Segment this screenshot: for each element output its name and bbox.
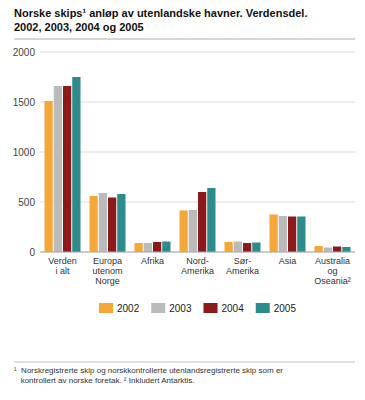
x-tick-label: Sør-Amerika [226,256,259,276]
bar [90,196,98,252]
bar [279,216,287,252]
title: Norske skips¹ anløp av utenlandske havne… [14,7,307,19]
bar [117,194,125,252]
bars [45,77,351,252]
bar [234,242,242,253]
bar [324,248,332,253]
bar [108,198,116,253]
x-tick-label: AustraliaogOseania² [314,256,351,286]
bar [225,242,233,252]
legend-label: 2005 [274,303,297,314]
separator [14,362,355,363]
y-tick-label: 1000 [13,147,36,158]
y-tick-label: 500 [18,197,35,208]
footnote: ¹ Norskregistrerte skip og norskkontroll… [14,366,283,385]
grid-line [40,202,355,203]
bar [180,211,188,253]
legend-swatch [204,303,218,313]
bar [315,246,323,252]
legend-swatch [256,303,270,313]
bar [144,243,152,252]
x-tick-label: Verdeni alt [48,256,77,276]
y-tick-label: 1500 [13,97,36,108]
x-tick-label: Asia [279,256,297,266]
grid-line [40,252,355,253]
x-tick-label: Nord-Amerika [181,256,214,276]
x-axis [40,252,355,253]
grid [40,52,355,252]
separator [14,39,355,40]
bar [207,188,215,252]
x-tick-label: EuropautenomNorge [92,256,122,286]
bar [162,242,170,253]
bar [63,86,71,252]
chart: Norske skips¹ anløp av utenlandske havne… [0,0,365,400]
y-tick-label: 2000 [13,47,36,58]
bar [54,86,62,252]
bar [45,101,53,252]
bar [297,217,305,253]
x-tick-label: Afrika [141,256,164,266]
bar [288,217,296,253]
bar [252,243,260,253]
legend-label: 2004 [222,303,245,314]
grid-line [40,152,355,153]
legend-swatch [151,303,165,313]
bar [72,77,80,252]
bar [135,243,143,252]
legend-label: 2003 [169,303,192,314]
bar [153,242,161,252]
bar [198,192,206,252]
bar [342,247,350,252]
grid-line [40,52,355,53]
bar [243,243,251,252]
grid-line [40,102,355,103]
bar [189,210,197,252]
bar [270,215,278,253]
subtitle: 2002, 2003, 2004 og 2005 [14,21,144,33]
legend: 2002 2003 2004 2005 [99,303,296,314]
legend-label: 2002 [117,303,140,314]
y-tick-label: 0 [29,247,35,258]
bar [99,193,107,252]
legend-swatch [99,303,113,313]
bar [333,247,341,253]
